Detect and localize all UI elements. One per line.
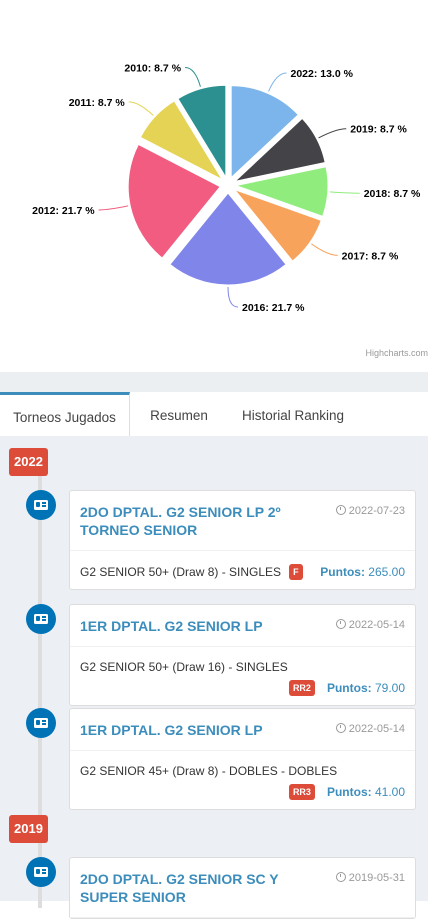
tournament-title-link[interactable]: 1ER DPTAL. G2 SENIOR LP <box>80 722 263 738</box>
points: Puntos: 265.00 <box>320 565 405 579</box>
pie-slice-2012[interactable] <box>127 143 221 259</box>
pie-chart-svg: 2022: 13.0 % 2019: 8.7 % 2018: 8.7 % 2017: … <box>32 63 421 314</box>
points-row: RR3 Puntos: 41.00 <box>80 784 405 800</box>
pie-connector-2018 <box>329 191 360 194</box>
tournament-title-link[interactable]: 2DO DPTAL. G2 SENIOR LP 2º TORNEO SENIOR <box>80 504 281 538</box>
body-line: G2 SENIOR 50+ (Draw 8) - SINGLES F Punto… <box>80 564 405 580</box>
pie-connector-2016 <box>227 286 239 308</box>
clock-icon <box>335 505 346 515</box>
tab-historial-ranking[interactable]: Historial Ranking <box>241 408 345 423</box>
year-label-2019: 2019 <box>9 815 48 843</box>
id-card-icon <box>26 708 56 738</box>
pie-slice-2010[interactable] <box>177 84 227 180</box>
pie-slice-2017[interactable] <box>233 188 322 262</box>
pie-chart: 2022: 13.0 % 2019: 8.7 % 2018: 8.7 % 2017: … <box>0 0 428 372</box>
item-header: 2DO DPTAL. G2 SENIOR SC Y SUPER SENIOR 2… <box>70 858 415 918</box>
category-text: G2 SENIOR 50+ (Draw 16) - SINGLES <box>80 660 288 674</box>
pie-connector-2012 <box>98 205 129 211</box>
pie-slice-2016[interactable] <box>169 192 287 286</box>
timeline-item: 1ER DPTAL. G2 SENIOR LP 2022-05-14 G2 SE… <box>69 604 416 706</box>
pie-connector-2017 <box>311 243 338 256</box>
points-value: 41.00 <box>374 785 405 799</box>
pie-slice-2022[interactable] <box>230 85 300 179</box>
tournament-title-link[interactable]: 1ER DPTAL. G2 SENIOR LP <box>80 618 263 634</box>
points-label: Puntos: <box>320 565 365 579</box>
pie-slice-2019[interactable] <box>233 117 326 183</box>
date-text: 2022-05-14 <box>348 723 405 735</box>
item-header: 1ER DPTAL. G2 SENIOR LP 2022-05-14 <box>70 605 415 647</box>
pie-slice-2018[interactable] <box>234 166 329 217</box>
year-label-2022: 2022 <box>9 448 48 476</box>
item-date: 2022-05-14 <box>335 619 405 631</box>
tournament-title-link[interactable]: 2DO DPTAL. G2 SENIOR SC Y SUPER SENIOR <box>80 871 279 905</box>
pie-connector-2011 <box>128 101 154 116</box>
item-date: 2022-05-14 <box>335 723 405 735</box>
pie-label-2010: 2010: 8.7 % <box>124 63 181 75</box>
tab-resumen[interactable]: Resumen <box>150 408 208 423</box>
pie-slice-2011[interactable] <box>139 100 224 181</box>
pie-label-2022: 2022: 13.0 % <box>290 68 353 80</box>
points-value: 265.00 <box>368 565 405 579</box>
points-label: Puntos: <box>326 681 372 695</box>
item-date: 2019-05-31 <box>335 872 405 884</box>
pie-label-2018: 2018: 8.7 % <box>364 188 421 200</box>
timeline-item: 2DO DPTAL. G2 SENIOR LP 2º TORNEO SENIOR… <box>69 490 416 590</box>
pie-connector-2010 <box>184 67 201 87</box>
highcharts-credits[interactable]: Highcharts.com <box>365 348 428 358</box>
item-body: G2 SENIOR 50+ (Draw 8) - SINGLES F Punto… <box>70 551 415 589</box>
item-body: G2 SENIOR 45+ (Draw 8) - DOBLES - DOBLES… <box>70 751 415 809</box>
category-text: G2 SENIOR 45+ (Draw 8) - DOBLES - DOBLES <box>80 764 338 778</box>
points-value: 79.00 <box>374 681 405 695</box>
date-text: 2022-05-14 <box>348 619 405 631</box>
item-header: 1ER DPTAL. G2 SENIOR LP 2022-05-14 <box>70 709 415 751</box>
id-card-icon <box>26 490 56 520</box>
points-row: RR2 Puntos: 79.00 <box>80 680 405 696</box>
result-badge: RR3 <box>288 784 315 800</box>
pie-connector-2022 <box>268 72 287 92</box>
timeline: 2022 2DO DPTAL. G2 SENIOR LP 2º TORNEO S… <box>0 436 428 919</box>
id-card-icon <box>26 604 56 634</box>
timeline-line <box>38 448 42 908</box>
tab-torneos-jugados[interactable]: Torneos Jugados <box>0 392 130 436</box>
id-card-icon <box>26 857 56 887</box>
item-date: 2022-07-23 <box>335 505 405 517</box>
tab-bar: Torneos Jugados Resumen Historial Rankin… <box>0 392 428 437</box>
pie-label-2017: 2017: 8.7 % <box>342 250 399 262</box>
pie-connector-2019 <box>318 128 347 139</box>
item-header: 2DO DPTAL. G2 SENIOR LP 2º TORNEO SENIOR… <box>70 491 415 551</box>
points-label: Puntos: <box>326 785 372 799</box>
clock-icon <box>335 619 346 629</box>
date-text: 2022-07-23 <box>348 505 405 517</box>
timeline-item: 1ER DPTAL. G2 SENIOR LP 2022-05-14 G2 SE… <box>69 708 416 810</box>
clock-icon <box>335 872 346 882</box>
category-text: G2 SENIOR 50+ (Draw 8) - SINGLES <box>80 565 282 579</box>
pie-label-2016: 2016: 21.7 % <box>242 302 305 314</box>
clock-icon <box>335 723 346 733</box>
pie-label-2011: 2011: 8.7 % <box>69 97 126 109</box>
result-badge: F <box>289 564 303 580</box>
date-text: 2019-05-31 <box>348 872 405 884</box>
pie-label-2012: 2012: 21.7 % <box>32 205 95 217</box>
section-divider <box>0 372 428 392</box>
timeline-item: 2DO DPTAL. G2 SENIOR SC Y SUPER SENIOR 2… <box>69 857 416 919</box>
pie-label-2019: 2019: 8.7 % <box>350 124 407 136</box>
result-badge: RR2 <box>288 680 315 696</box>
item-body: G2 SENIOR 50+ (Draw 16) - SINGLES RR2 Pu… <box>70 647 415 705</box>
